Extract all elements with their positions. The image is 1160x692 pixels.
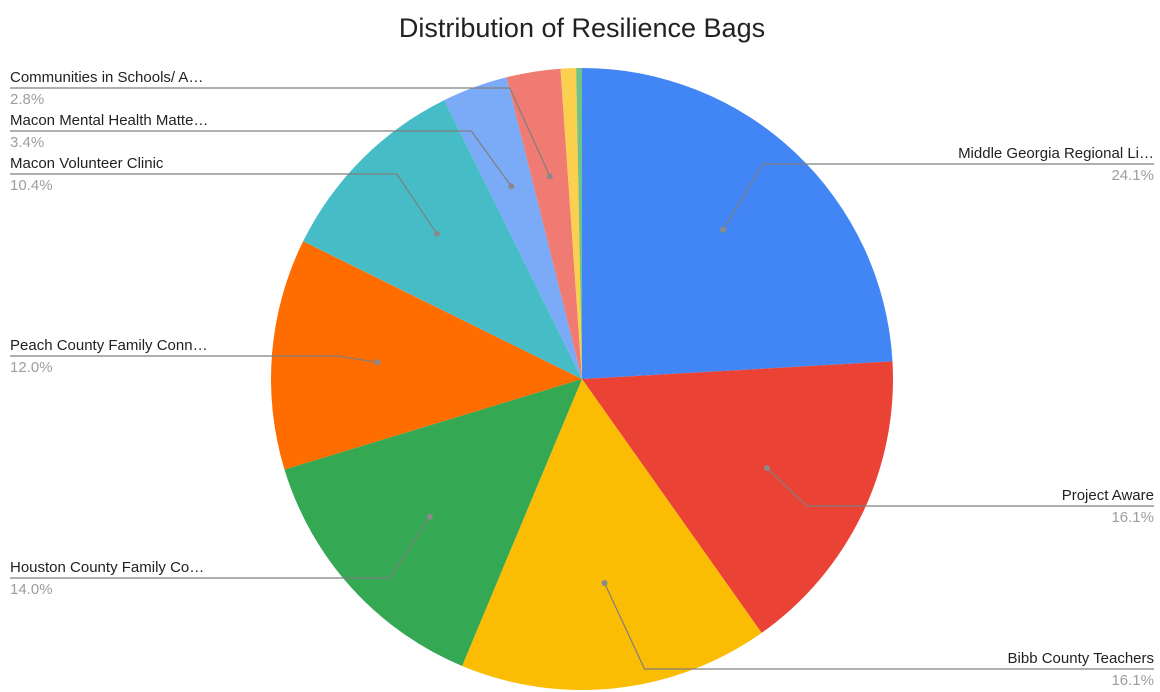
- pie-slice-unlabeled-8: [560, 68, 582, 379]
- leader-line: [722, 163, 1154, 231]
- slice-label: Project Aware: [1062, 487, 1154, 504]
- chart-title: Distribution of Resilience Bags: [399, 13, 765, 43]
- pie-slice-unlabeled-9: [576, 68, 582, 379]
- leader-dot: [720, 226, 726, 233]
- leader-line: [603, 582, 1154, 670]
- leader-dot: [508, 183, 515, 190]
- leader-line: [10, 130, 512, 187]
- leader-line: [10, 355, 378, 363]
- slice-percent-label: 24.1%: [1111, 167, 1154, 184]
- slice-percent-label: 10.4%: [10, 177, 53, 194]
- slice-label: Middle Georgia Regional Li…: [958, 145, 1154, 162]
- leader-dot: [546, 173, 553, 180]
- slice-percent-label: 2.8%: [10, 91, 44, 108]
- pie-slice-houston-county-family-co: [284, 379, 582, 666]
- slice-percent-label: 12.0%: [10, 359, 53, 376]
- slice-percent-label: 14.0%: [10, 581, 53, 598]
- leader-line: [10, 173, 438, 235]
- leader-line: [10, 87, 551, 177]
- slice-leader-lines: [10, 87, 1154, 670]
- leader-line: [766, 467, 1154, 507]
- pie-slice-macon-volunteer-clinic: [303, 100, 582, 379]
- slice-label: Macon Mental Health Matte…: [10, 112, 208, 129]
- pie-slice-peach-county-family-conn: [270, 241, 582, 470]
- slice-percent-label: 3.4%: [10, 134, 44, 151]
- leader-dot: [601, 580, 608, 586]
- leader-line: [10, 516, 431, 579]
- slice-percent-label: 16.1%: [1111, 509, 1154, 526]
- slice-percent-label: 16.1%: [1111, 672, 1154, 689]
- slice-label: Peach County Family Conn…: [10, 337, 208, 354]
- slice-labels: Middle Georgia Regional Li… 24.1% Project …: [10, 69, 1154, 689]
- slice-label: Communities in Schools/ A…: [10, 69, 203, 86]
- leader-dot: [763, 465, 770, 472]
- leader-dot: [433, 230, 440, 237]
- pie-slice-communities-in-schools-a: [506, 68, 582, 380]
- slice-label: Macon Volunteer Clinic: [10, 155, 164, 172]
- pie-slices: [270, 68, 893, 691]
- pie-slice-project-aware: [582, 361, 893, 633]
- leader-dot: [426, 513, 433, 520]
- slice-label: Houston County Family Co…: [10, 559, 204, 576]
- pie-slice-macon-mental-health-matte: [444, 77, 582, 379]
- pie-slice-middle-georgia-regional-li: [582, 68, 893, 379]
- leader-dot: [374, 359, 381, 366]
- pie-slice-bibb-county-teachers: [462, 379, 762, 691]
- slice-label: Bibb County Teachers: [1008, 650, 1154, 667]
